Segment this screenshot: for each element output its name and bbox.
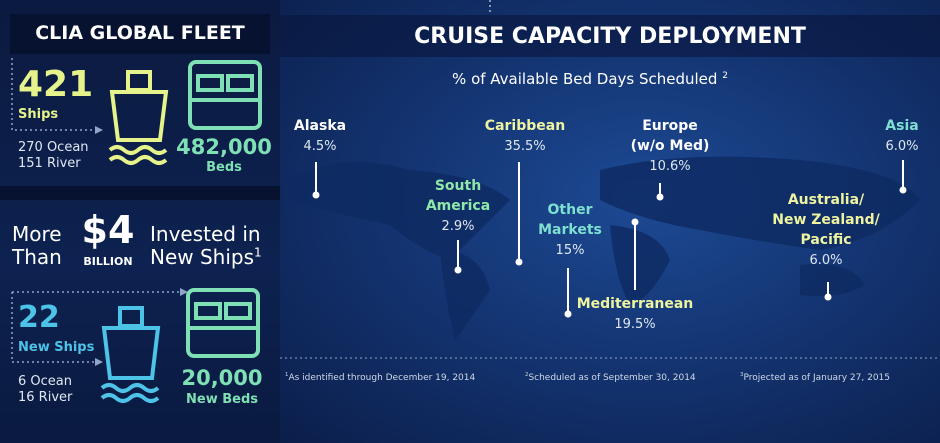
region-label: Australia/New Zealand/Pacific 6.0% [772, 190, 879, 268]
footnote-mark: 1 [285, 372, 289, 378]
beds-label: Beds [206, 160, 242, 175]
region-name: (w/o Med) [630, 138, 710, 154]
panel-title: CRUISE CAPACITY DEPLOYMENT [414, 24, 806, 49]
region-value: 15% [555, 243, 585, 258]
footnote-mark: 3 [740, 372, 744, 378]
icons [11, 58, 262, 403]
footnote: 2Scheduled as of September 30, 2014 [525, 372, 696, 383]
region-name: Asia [885, 118, 919, 134]
subtitle-text: % of Available Bed Days Scheduled [452, 70, 718, 88]
invest-text: New Ships [150, 245, 255, 269]
invest-text: Invested in [150, 222, 261, 246]
footnote-mark: 1 [254, 245, 262, 260]
ships-count: 421 [18, 64, 94, 105]
region-name: Australia/ [787, 192, 865, 208]
invest-unit: BILLION [83, 255, 133, 268]
new-beds-label: New Beds [185, 392, 259, 407]
ocean-count: 270 Ocean [18, 140, 89, 155]
map [280, 0, 940, 359]
region-label: Caribbean 35.5% [485, 116, 565, 154]
region-value: 19.5% [614, 317, 656, 332]
region-value: 35.5% [504, 139, 546, 154]
invest-text: New Ships1 [150, 245, 262, 269]
deployment-panel: CRUISE CAPACITY DEPLOYMENT % of Availabl… [280, 0, 940, 443]
ships-label: Ships [18, 107, 59, 122]
footnote: 1As identified through December 19, 2014 [285, 372, 475, 383]
region-value: 2.9% [441, 219, 475, 234]
region-label: South America 2.9% [426, 176, 490, 234]
region-value: 6.0% [809, 253, 843, 268]
new-ships-count: 22 [18, 300, 60, 335]
footnote: 3Projected as of January 27, 2015 [740, 372, 890, 383]
region-label: Mediterranean 19.5% [577, 294, 694, 332]
region-name: Other [547, 202, 593, 218]
region-name: Pacific [800, 232, 852, 248]
more-text: More [12, 222, 62, 246]
region-name: New Zealand/ [772, 212, 880, 228]
region-label: Other Markets 15% [538, 200, 602, 258]
river-count: 16 River [18, 390, 73, 405]
new-ships-label: New Ships [18, 340, 95, 355]
panel-title: CLIA GLOBAL FLEET [35, 22, 245, 44]
footnote-mark: 2 [525, 372, 529, 378]
region-value: 10.6% [649, 159, 691, 174]
subtitle: % of Available Bed Days Scheduled 2 [452, 70, 728, 88]
region-name: Caribbean [484, 118, 566, 134]
region-value: 4.5% [303, 139, 337, 154]
region-name: Alaska [293, 118, 347, 134]
region-label: Alaska 4.5% [294, 116, 346, 154]
footnote-text: As identified through December 19, 2014 [288, 373, 476, 383]
fleet-panel: CLIA GLOBAL FLEET 421 Ships 270 Ocean [0, 0, 280, 443]
new-beds-count: 20,000 [181, 366, 263, 390]
than-text: Than [12, 245, 62, 269]
footnote-text: Scheduled as of September 30, 2014 [528, 373, 696, 383]
region-label: Europe (w/o Med) 10.6% [631, 116, 710, 174]
river-count: 151 River [18, 156, 81, 171]
region-label: Asia 6.0% [885, 116, 918, 154]
ocean-count: 6 Ocean [18, 374, 72, 389]
region-name: South [434, 178, 482, 194]
title-band [280, 15, 940, 57]
invest-amount: $4 [81, 208, 135, 252]
title-box [10, 14, 270, 54]
beds-count: 482,000 [176, 135, 272, 159]
region-name: Markets [538, 222, 602, 238]
footnote-mark: 2 [722, 71, 728, 81]
region-name: America [425, 198, 491, 214]
divider [0, 186, 280, 200]
footnote-text: Projected as of January 27, 2015 [743, 373, 890, 383]
region-name: Mediterranean [576, 296, 694, 312]
region-value: 6.0% [885, 139, 919, 154]
region-name: Europe [642, 118, 698, 134]
